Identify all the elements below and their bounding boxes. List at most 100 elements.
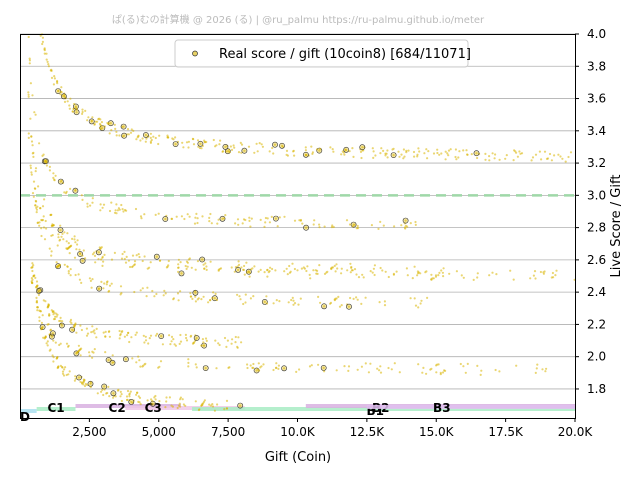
scatter-point — [108, 330, 111, 333]
scatter-point — [189, 292, 192, 295]
scatter-point — [148, 337, 151, 340]
scatter-point — [236, 293, 239, 296]
scatter-point — [116, 209, 119, 212]
scatter-point — [417, 147, 420, 150]
scatter-point — [491, 152, 494, 155]
scatter-point — [275, 362, 278, 365]
scatter-point-highlight — [162, 216, 169, 222]
scatter-point — [214, 339, 217, 342]
scatter-point — [263, 225, 266, 228]
scatter-point — [41, 154, 44, 157]
scatter-point — [299, 218, 303, 222]
scatter-point-highlight — [149, 400, 156, 407]
scatter-point — [141, 137, 144, 140]
scatter-point — [238, 295, 241, 298]
scatter-point — [120, 292, 123, 295]
scatter-point — [58, 343, 61, 347]
scatter-point — [216, 403, 219, 406]
scatter-point — [31, 278, 34, 281]
scatter-point — [224, 145, 227, 148]
scatter-point — [202, 295, 205, 298]
scatter-point-highlight — [202, 365, 209, 371]
scatter-point — [86, 202, 89, 205]
scatter-point — [143, 213, 146, 216]
scatter-point-highlight — [235, 266, 241, 273]
scatter-point — [353, 223, 356, 226]
scatter-point — [69, 97, 72, 100]
scatter-point — [38, 142, 41, 145]
scatter-point — [233, 146, 236, 149]
scatter-point — [98, 122, 102, 126]
scatter-point — [27, 93, 30, 96]
scatter-point — [166, 134, 169, 137]
scatter-point — [196, 139, 200, 142]
scatter-point — [108, 209, 112, 213]
scatter-point — [177, 270, 180, 273]
scatter-point — [334, 270, 337, 273]
scatter-point-highlight — [473, 150, 480, 157]
scatter-point — [352, 155, 355, 158]
scatter-point — [103, 125, 106, 128]
scatter-point — [318, 226, 321, 229]
scatter-point — [384, 270, 387, 273]
scatter-point — [534, 153, 538, 156]
scatter-point — [293, 302, 297, 305]
scatter-point — [138, 396, 142, 399]
scatter-point — [38, 224, 41, 227]
scatter-point — [351, 225, 354, 228]
scatter-point — [117, 388, 120, 391]
scatter-point — [333, 264, 336, 267]
scatter-point — [430, 367, 433, 370]
scatter-point — [34, 170, 37, 173]
scatter-point — [93, 123, 96, 126]
scatter-point-highlight — [158, 333, 165, 339]
y-tick-label: 2.2 — [587, 317, 606, 331]
scatter-point — [108, 289, 111, 293]
scatter-point — [534, 277, 537, 280]
scatter-point — [121, 125, 124, 128]
scatter-point — [139, 289, 142, 292]
scatter-point — [382, 224, 385, 227]
scatter-point — [70, 322, 73, 325]
rank-band-label: C3 — [145, 401, 162, 415]
scatter-point — [185, 267, 188, 270]
scatter-point — [95, 336, 98, 339]
scatter-point — [534, 371, 537, 374]
scatter-point — [99, 118, 102, 121]
scatter-point — [346, 303, 349, 306]
scatter-point — [505, 154, 508, 157]
scatter-point — [80, 281, 83, 284]
scatter-point — [119, 390, 122, 393]
scatter-point — [494, 153, 497, 156]
scatter-point — [392, 147, 395, 150]
scatter-point — [318, 264, 321, 267]
scatter-point — [41, 219, 44, 222]
scatter-point — [261, 145, 264, 148]
scatter-point — [67, 272, 70, 275]
scatter-point — [402, 157, 405, 160]
scatter-point — [291, 262, 294, 265]
scatter-point — [127, 331, 130, 334]
scatter-point — [345, 219, 349, 222]
scatter-point — [377, 227, 380, 230]
scatter-point — [82, 378, 85, 381]
scatter-point — [455, 158, 458, 161]
scatter-point — [406, 274, 409, 277]
scatter-point-highlight — [128, 398, 135, 405]
scatter-point — [58, 263, 62, 266]
scatter-point — [31, 144, 34, 147]
scatter-point — [43, 47, 46, 50]
scatter-point — [182, 146, 185, 149]
scatter-point — [170, 335, 174, 338]
scatter-point — [340, 267, 343, 270]
scatter-point — [540, 158, 543, 161]
scatter-point — [108, 284, 112, 287]
scatter-point — [369, 362, 372, 365]
scatter-point — [335, 263, 338, 266]
scatter-point — [122, 210, 125, 213]
scatter-point — [66, 232, 69, 235]
scatter-point — [372, 150, 375, 153]
scatter-point — [312, 223, 315, 226]
scatter-point — [185, 336, 188, 340]
scatter-point — [444, 158, 447, 161]
